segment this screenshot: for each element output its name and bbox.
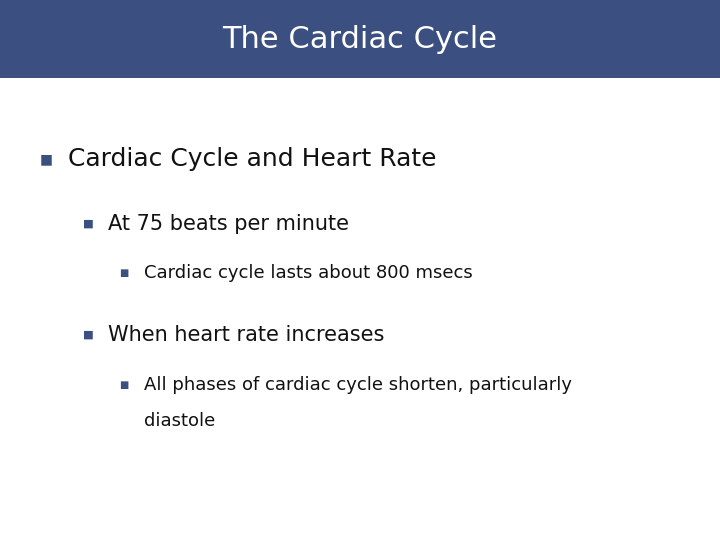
Text: ■: ■ xyxy=(83,329,94,340)
Text: When heart rate increases: When heart rate increases xyxy=(108,325,384,345)
Text: ■: ■ xyxy=(40,152,53,166)
Text: diastole: diastole xyxy=(144,412,215,430)
Text: The Cardiac Cycle: The Cardiac Cycle xyxy=(222,25,498,53)
Text: At 75 beats per minute: At 75 beats per minute xyxy=(108,214,349,234)
Text: All phases of cardiac cycle shorten, particularly: All phases of cardiac cycle shorten, par… xyxy=(144,376,572,394)
Text: ■: ■ xyxy=(83,219,94,229)
Text: Cardiac Cycle and Heart Rate: Cardiac Cycle and Heart Rate xyxy=(68,147,437,171)
Text: ■: ■ xyxy=(119,268,128,278)
Text: Cardiac cycle lasts about 800 msecs: Cardiac cycle lasts about 800 msecs xyxy=(144,264,473,282)
Text: ■: ■ xyxy=(119,380,128,390)
